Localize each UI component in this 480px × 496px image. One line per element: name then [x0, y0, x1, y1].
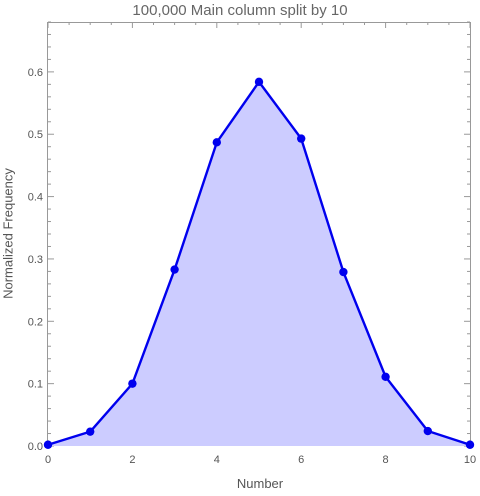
data-point [170, 265, 179, 274]
x-tick-label: 0 [45, 454, 51, 466]
data-point [297, 134, 306, 143]
y-tick-label: 0.3 [28, 254, 43, 266]
data-point [43, 440, 53, 449]
data-point [86, 427, 95, 436]
points-layer [43, 77, 475, 449]
data-point [212, 138, 221, 147]
area-layer [48, 81, 470, 447]
series-area-fill [48, 81, 470, 447]
x-axis-label: Number [236, 476, 284, 491]
data-point [254, 77, 264, 87]
data-point [465, 440, 475, 449]
data-point [381, 372, 390, 381]
x-tick-label: 2 [129, 454, 135, 466]
y-tick-label: 0.0 [28, 441, 43, 453]
x-tick-label: 4 [214, 454, 220, 466]
data-point [423, 426, 432, 436]
chart-title: 100,000 Main column split by 10 [132, 2, 348, 19]
y-axis-label: Normalized Frequency [0, 168, 16, 299]
data-point [339, 267, 348, 277]
y-tick-label: 0.1 [28, 379, 43, 391]
y-tick-label: 0.5 [28, 129, 43, 141]
x-tick-label: 8 [383, 454, 389, 466]
x-tick-label: 10 [464, 454, 476, 466]
y-tick-label: 0.2 [28, 316, 43, 328]
x-tick-label: 6 [298, 454, 304, 466]
y-tick-label: 0.6 [28, 67, 43, 79]
data-point [128, 379, 137, 388]
y-tick-label: 0.4 [28, 192, 43, 204]
